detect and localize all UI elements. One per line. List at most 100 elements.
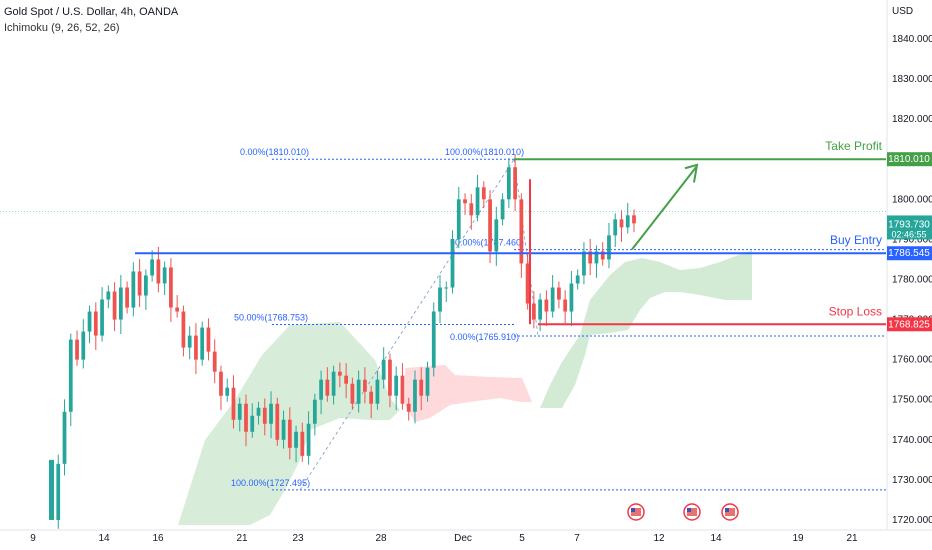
flag-stripes (687, 508, 697, 516)
candle-body (325, 379, 330, 396)
candle-body (544, 299, 549, 312)
candle-body (118, 287, 123, 320)
candle-body (400, 375, 405, 404)
take-profit-price-tag-bg (887, 152, 932, 167)
candle-body (68, 339, 73, 412)
candle-body (75, 339, 79, 360)
candle-body (200, 327, 205, 360)
candle-body (356, 379, 361, 404)
us-flag-icon[interactable] (683, 503, 701, 521)
flag-canton (725, 508, 729, 512)
countdown-label: 02:46:55 (891, 229, 926, 239)
candle-body (582, 251, 586, 276)
candle-body (607, 235, 611, 260)
take-profit-label: Take Profit (825, 139, 882, 153)
candle-body (319, 379, 323, 400)
candle-body (388, 359, 392, 396)
candle-body (394, 375, 399, 396)
candle-body (350, 383, 355, 404)
candle-body (588, 251, 593, 264)
candle-body (125, 287, 129, 308)
price-tick-label: 1720.000 (892, 515, 932, 526)
candle-body (156, 259, 161, 284)
candle-body (162, 267, 167, 284)
price-tick-label: 1740.000 (892, 435, 932, 446)
fib-label-right-100: 100.00%(1810.010) (445, 147, 524, 157)
time-tick-label: 16 (152, 533, 164, 544)
candle-body (175, 307, 180, 312)
candle-body (538, 299, 543, 320)
candle-body (294, 431, 298, 448)
trade-arrow (631, 166, 697, 251)
economic-events[interactable] (627, 503, 739, 521)
candle-body (237, 403, 242, 420)
current-price-tag: 1793.730 (888, 219, 930, 230)
candle-body (137, 271, 142, 296)
fib-label-left-50: 50.00%(1768.753) (234, 313, 308, 323)
stop-loss-label: Stop Loss (829, 304, 882, 318)
candlesticks (49, 154, 636, 529)
candle-body (187, 335, 192, 348)
candle-body (506, 167, 511, 200)
candle-body (469, 203, 474, 216)
time-tick-label: 23 (292, 533, 304, 544)
candle-body (513, 167, 517, 200)
fib-label-right-50: 50.00%(1787.460) (450, 238, 524, 248)
candle-body (306, 423, 311, 456)
candle-body (381, 359, 386, 380)
candle-body (344, 375, 349, 384)
candle-body (413, 379, 417, 412)
candle-body (369, 391, 374, 404)
price-tick-label: 1760.000 (892, 355, 932, 366)
candle-body (600, 251, 605, 260)
candle-body (519, 199, 524, 264)
candle-body (250, 415, 255, 432)
candle-body (575, 275, 580, 284)
candle-body (225, 387, 230, 396)
candle-body (106, 291, 111, 300)
candle-body (212, 351, 217, 372)
candle-body (312, 399, 317, 424)
fib-label-right-0: 0.00%(1765.910) (450, 332, 519, 342)
candle-body (287, 419, 292, 448)
candle-body (481, 187, 486, 200)
candle-body (488, 199, 492, 252)
indicator-legend[interactable]: Ichimoku (9, 26, 52, 26) (4, 22, 120, 34)
us-flag-icon[interactable] (627, 503, 645, 521)
candle-body (594, 251, 599, 264)
candle-body (281, 419, 286, 440)
cloud-segment-bull-future (540, 250, 752, 408)
candle-body (262, 407, 267, 424)
flag-canton (687, 508, 691, 512)
candle-body (569, 283, 574, 312)
buy-entry-price-tag: 1786.545 (888, 248, 930, 259)
candle-body (494, 219, 499, 252)
candle-body (525, 263, 530, 304)
candle-body (93, 311, 98, 336)
candle-body (331, 371, 336, 396)
time-tick-label: 7 (574, 533, 580, 544)
fibonacci-retracements: 0.00%(1810.010) 50.00%(1768.753) 100.00%(1… (231, 147, 886, 491)
take-profit-price-tag: 1810.010 (888, 154, 930, 165)
candle-body (557, 287, 561, 300)
candle-body (406, 403, 411, 412)
candle-body (206, 327, 211, 352)
price-tick-label: 1790.000 (892, 234, 932, 245)
candle-body (131, 271, 136, 308)
cloud-segment-bear (405, 365, 532, 422)
us-flag-icon[interactable] (721, 503, 739, 521)
candle-body (613, 219, 618, 236)
candle-body (550, 287, 555, 312)
trade-arrow-head (684, 163, 699, 183)
candle-body (150, 259, 155, 276)
candle-body (56, 463, 61, 520)
currency-label: USD (892, 6, 914, 17)
candle-body (100, 299, 104, 336)
time-tick-label: 5 (519, 533, 525, 544)
candle-body (219, 371, 223, 396)
candle-body (337, 371, 342, 376)
price-tick-label: 1780.000 (892, 274, 932, 285)
candle-body (463, 199, 467, 204)
